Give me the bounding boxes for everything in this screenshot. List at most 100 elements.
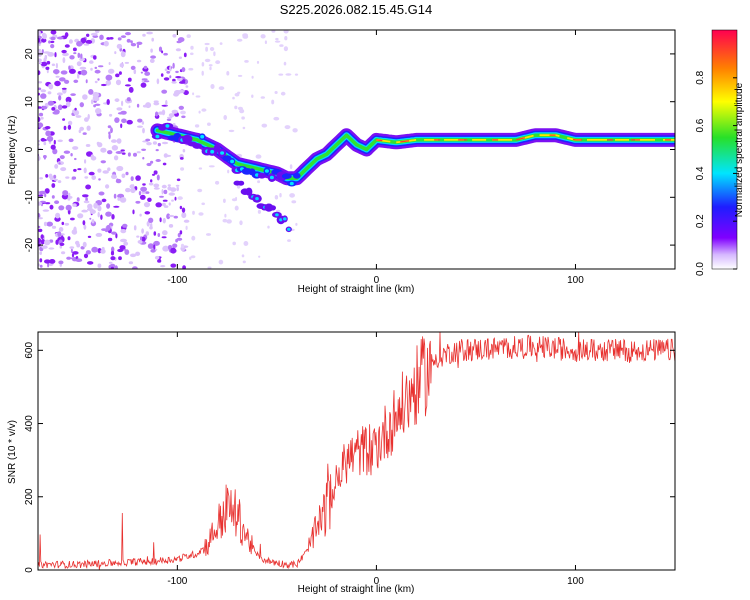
- noise-speckle: [82, 220, 86, 226]
- noise-speckle: [141, 148, 147, 151]
- noise-speckle: [179, 230, 183, 235]
- noise-speckle: [38, 117, 41, 123]
- noise-speckle: [150, 223, 153, 228]
- noise-speckle: [133, 225, 137, 231]
- noise-speckle: [159, 217, 162, 223]
- noise-speckle: [242, 260, 246, 264]
- noise-speckle: [239, 220, 243, 226]
- noise-speckle: [74, 107, 77, 111]
- noise-speckle: [140, 186, 148, 192]
- noise-speckle: [67, 120, 73, 126]
- noise-speckle: [111, 231, 117, 235]
- noise-speckle: [151, 37, 154, 42]
- noise-speckle: [155, 149, 159, 152]
- noise-speckle: [58, 227, 64, 232]
- noise-speckle: [273, 116, 280, 121]
- noise-speckle: [183, 219, 190, 223]
- noise-speckle: [97, 211, 100, 218]
- noise-speckle: [111, 214, 115, 220]
- noise-speckle: [89, 217, 92, 220]
- noise-speckle: [150, 160, 154, 164]
- noise-speckle: [44, 202, 51, 205]
- noise-speckle: [89, 60, 94, 64]
- noise-speckle: [54, 80, 61, 87]
- noise-speckle: [132, 266, 138, 269]
- noise-speckle: [39, 251, 42, 255]
- noise-speckle: [271, 30, 276, 33]
- noise-speckle: [172, 34, 177, 38]
- noise-speckle: [68, 68, 76, 74]
- noise-speckle: [218, 86, 225, 90]
- noise-speckle: [149, 58, 155, 64]
- noise-speckle: [111, 246, 115, 253]
- noise-speckle: [107, 150, 113, 155]
- noise-speckle: [176, 40, 182, 44]
- noise-speckle: [48, 84, 53, 88]
- noise-speckle: [130, 65, 136, 70]
- branch-blob-core: [255, 197, 259, 201]
- noise-speckle: [121, 118, 127, 124]
- noise-speckle: [168, 214, 175, 218]
- noise-speckle: [177, 196, 183, 200]
- noise-speckle: [163, 52, 168, 56]
- noise-speckle: [284, 125, 291, 130]
- noise-speckle: [77, 73, 80, 79]
- noise-speckle: [57, 180, 62, 184]
- noise-speckle: [67, 197, 71, 201]
- noise-speckle: [46, 135, 54, 142]
- noise-speckle: [117, 248, 124, 253]
- noise-speckle: [175, 76, 182, 79]
- noise-speckle: [54, 164, 59, 169]
- noise-speckle: [169, 75, 172, 79]
- noise-speckle: [68, 65, 71, 71]
- noise-speckle: [55, 62, 59, 69]
- noise-speckle: [93, 55, 97, 60]
- noise-speckle: [243, 241, 249, 246]
- noise-speckle: [168, 192, 175, 196]
- noise-speckle: [142, 127, 145, 134]
- noise-speckle: [130, 176, 134, 182]
- noise-speckle: [111, 145, 119, 151]
- noise-speckle: [84, 159, 87, 164]
- noise-speckle: [150, 55, 157, 59]
- ridge-blob-core: [264, 169, 269, 173]
- noise-speckle: [232, 96, 235, 100]
- noise-speckle: [161, 184, 167, 189]
- noise-speckle: [177, 77, 183, 82]
- noise-speckle: [107, 237, 113, 242]
- noise-speckle: [133, 69, 137, 75]
- noise-speckle: [159, 195, 164, 198]
- ridge-blob-core: [200, 134, 205, 139]
- noise-speckle: [158, 46, 163, 52]
- noise-speckle: [126, 119, 133, 125]
- noise-speckle: [101, 198, 107, 203]
- noise-speckle: [107, 125, 112, 129]
- noise-speckle: [185, 85, 189, 88]
- noise-speckle: [116, 165, 124, 172]
- noise-speckle: [46, 221, 53, 227]
- noise-speckle: [198, 212, 204, 216]
- noise-speckle: [176, 237, 183, 241]
- noise-speckle: [72, 47, 77, 52]
- noise-speckle: [38, 58, 42, 63]
- noise-speckle: [213, 51, 216, 57]
- snr-chart: -100 0 100 0 200 400 600 Height of straight li…: [7, 331, 676, 595]
- noise-speckle: [137, 125, 143, 128]
- colorbar-tick-label: 0.4: [695, 166, 706, 180]
- noise-speckle: [56, 36, 64, 40]
- noise-speckle: [97, 168, 102, 173]
- noise-speckle: [38, 106, 42, 109]
- noise-speckle: [162, 217, 166, 224]
- noise-speckle: [46, 60, 51, 65]
- noise-speckle: [115, 79, 122, 86]
- noise-speckle: [61, 251, 66, 255]
- noise-speckle: [175, 238, 179, 243]
- noise-speckle: [97, 205, 102, 212]
- noise-speckle: [45, 130, 51, 137]
- noise-speckle: [77, 213, 84, 219]
- noise-speckle: [143, 65, 148, 70]
- noise-speckle: [251, 94, 254, 98]
- noise-speckle: [43, 155, 47, 160]
